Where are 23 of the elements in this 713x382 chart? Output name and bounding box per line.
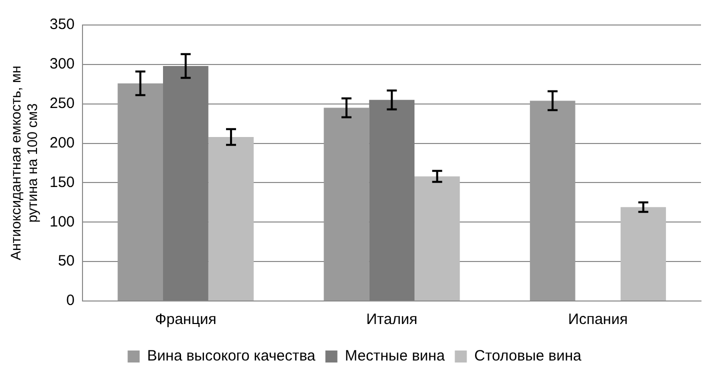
y-tick-label: 250 xyxy=(50,95,75,112)
y-tick-label: 50 xyxy=(58,252,75,270)
y-tick-label: 100 xyxy=(50,213,75,230)
bar xyxy=(620,207,666,300)
bar xyxy=(530,100,576,300)
x-tick-label: Италия xyxy=(366,311,418,328)
x-tick-label: Франция xyxy=(154,311,216,328)
legend-label: Столовые вина xyxy=(474,348,582,365)
legend-label: Вина высокого качества xyxy=(147,348,316,365)
bar xyxy=(118,83,164,300)
bar xyxy=(208,136,254,300)
legend-label: Местные вина xyxy=(344,348,446,365)
y-tick-label: 0 xyxy=(66,292,75,310)
y-tick-label: 350 xyxy=(50,16,75,34)
y-tick-label: 150 xyxy=(50,174,75,191)
bar xyxy=(163,66,208,300)
bar xyxy=(324,108,370,300)
bar xyxy=(369,100,414,300)
x-tick-label: Испания xyxy=(568,311,628,328)
y-axis-title: Антиоксидантная емкость, мн рутина на 100 см3 xyxy=(7,66,40,260)
y-tick-label: 300 xyxy=(50,56,75,73)
bar xyxy=(414,176,460,300)
y-tick-label: 200 xyxy=(50,134,75,152)
